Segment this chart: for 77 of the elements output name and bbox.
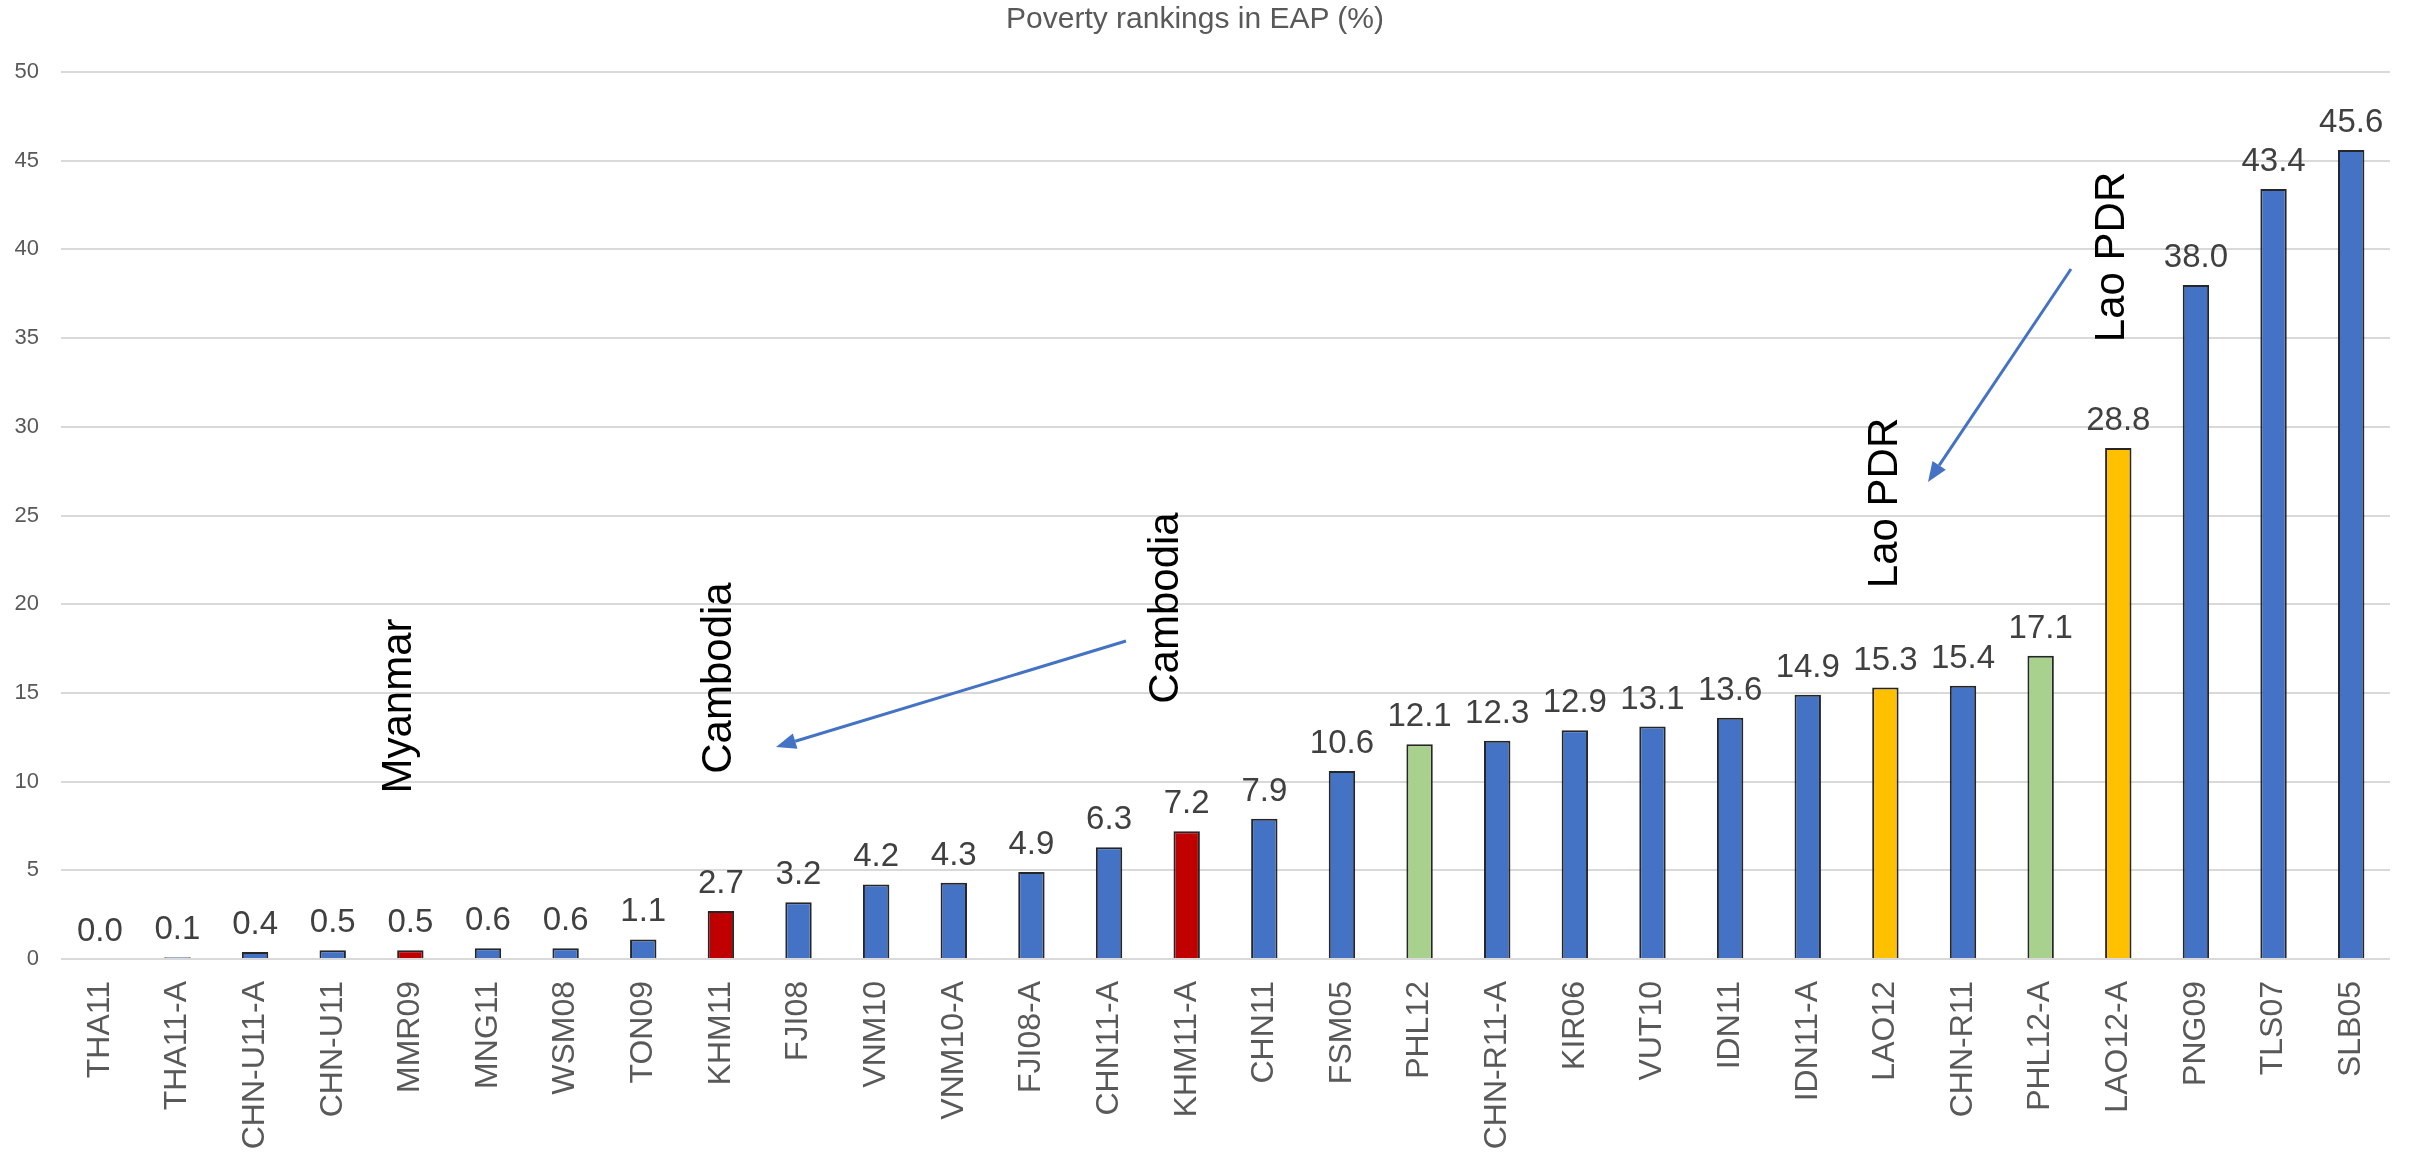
data-label: 12.3 bbox=[1465, 692, 1530, 730]
x-tick-label: CHN11-A bbox=[1088, 980, 1125, 1116]
data-label: 6.3 bbox=[1086, 799, 1132, 837]
y-tick-label: 30 bbox=[14, 412, 39, 438]
data-label: 17.1 bbox=[2008, 607, 2073, 645]
data-label: 7.9 bbox=[1241, 770, 1288, 808]
y-tick-label: 20 bbox=[14, 590, 39, 616]
annotation: Cambodia bbox=[692, 581, 740, 774]
data-label: 0.6 bbox=[542, 900, 589, 938]
y-tick-label: 50 bbox=[14, 58, 39, 84]
data-label: 13.1 bbox=[1620, 678, 1685, 716]
data-label: 43.4 bbox=[2241, 141, 2306, 179]
y-tick-label: 15 bbox=[14, 678, 39, 704]
data-label: 4.3 bbox=[930, 834, 977, 872]
x-tick-label: KHM11 bbox=[700, 981, 737, 1086]
annotation: Cambodia bbox=[1139, 511, 1187, 704]
x-tick-label: LAO12-A bbox=[2098, 980, 2135, 1113]
data-label: 28.8 bbox=[2086, 400, 2151, 438]
y-tick-label: 5 bbox=[26, 856, 39, 882]
data-label: 12.1 bbox=[1387, 696, 1452, 734]
x-tick-label: MMR09 bbox=[390, 981, 427, 1094]
data-label: 0.6 bbox=[465, 900, 511, 938]
x-tick-label: VNM10-A bbox=[933, 980, 970, 1120]
x-tick-label: IDN11 bbox=[1709, 981, 1746, 1070]
data-label: 3.2 bbox=[775, 854, 822, 892]
data-label: 4.2 bbox=[853, 836, 900, 874]
x-tick-label: CHN-R11-A bbox=[1477, 980, 1514, 1150]
chart-title: Poverty rankings in EAP (%) bbox=[1006, 1, 1384, 35]
data-label: 7.2 bbox=[1163, 783, 1210, 821]
x-tick-label: PNG09 bbox=[2175, 981, 2212, 1086]
x-tick-label: IDN11-A bbox=[1787, 980, 1824, 1102]
y-tick-label: 0 bbox=[26, 945, 39, 971]
x-tick-label: VNM10 bbox=[855, 981, 892, 1088]
data-label: 0.0 bbox=[76, 911, 123, 948]
y-tick-label: 40 bbox=[14, 235, 39, 261]
annotation: Lao PDR bbox=[2085, 171, 2133, 343]
x-tick-label: KIR06 bbox=[1554, 981, 1591, 1070]
data-label: 45.6 bbox=[2319, 102, 2384, 140]
data-label: 1.1 bbox=[620, 891, 667, 929]
data-label: 15.3 bbox=[1853, 639, 1918, 677]
x-tick-label: WSM08 bbox=[545, 981, 582, 1095]
x-tick-label: THA11-A bbox=[157, 980, 194, 1111]
data-label: 0.5 bbox=[309, 902, 356, 940]
x-tick-label: FJI08-A bbox=[1011, 980, 1048, 1094]
y-tick-label: 35 bbox=[14, 324, 39, 350]
data-label: 12.9 bbox=[1542, 682, 1607, 720]
x-tick-label: SLB05 bbox=[2331, 981, 2368, 1078]
x-tick-label: PHL12-A bbox=[2020, 980, 2057, 1111]
y-tick-label: 10 bbox=[14, 767, 39, 793]
annotation: Myanmar bbox=[372, 618, 420, 794]
data-label: 38.0 bbox=[2163, 236, 2229, 274]
x-tick-label: TLS07 bbox=[2253, 981, 2290, 1076]
x-tick-label: VUT10 bbox=[1632, 981, 1669, 1081]
y-tick-label: 25 bbox=[14, 501, 39, 527]
data-label: 4.9 bbox=[1008, 824, 1055, 862]
x-tick-label: CHN-R11 bbox=[1942, 981, 1979, 1118]
x-tick-label: LAO12 bbox=[1865, 981, 1902, 1081]
y-tick-label: 45 bbox=[14, 146, 39, 172]
data-label: 0.4 bbox=[232, 903, 279, 941]
x-tick-label: PHL12 bbox=[1399, 981, 1436, 1079]
x-tick-label: CHN-U11-A bbox=[234, 980, 271, 1150]
x-tick-label: FSM05 bbox=[1321, 981, 1358, 1085]
x-tick-label: CHN-U11 bbox=[312, 981, 349, 1118]
x-tick-label: MNG11 bbox=[467, 981, 504, 1089]
data-label: 14.9 bbox=[1775, 646, 1840, 684]
x-tick-label: CHN11 bbox=[1244, 981, 1281, 1084]
annotation: Lao PDR bbox=[1858, 417, 1906, 589]
data-label: 15.4 bbox=[1930, 637, 1996, 675]
x-tick-label: THA11 bbox=[79, 981, 116, 1079]
x-tick-label: KHM11-A bbox=[1166, 980, 1203, 1118]
x-tick-label: FJI08 bbox=[778, 981, 815, 1062]
data-label: 2.7 bbox=[697, 863, 744, 901]
data-label: 13.6 bbox=[1698, 669, 1763, 707]
x-tick-label: TON09 bbox=[623, 981, 660, 1084]
data-label: 10.6 bbox=[1309, 722, 1375, 760]
data-label: 0.5 bbox=[387, 902, 434, 940]
data-label: 0.1 bbox=[154, 909, 201, 947]
